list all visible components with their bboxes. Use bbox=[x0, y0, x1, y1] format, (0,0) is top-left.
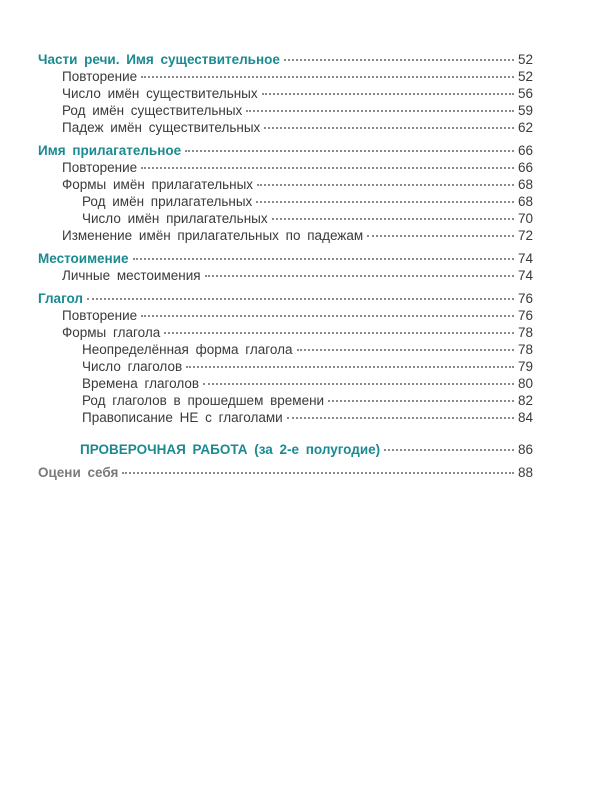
toc-entry-page: 84 bbox=[517, 410, 533, 425]
dot-leader bbox=[264, 127, 514, 129]
toc-entry[interactable]: Оцени себя 88 bbox=[38, 464, 533, 481]
toc-entry[interactable]: Род имён существительных 59 bbox=[38, 102, 533, 119]
dot-leader bbox=[141, 76, 514, 78]
toc-entry-page: 79 bbox=[517, 359, 533, 374]
dot-leader bbox=[283, 59, 514, 61]
toc-entry-title: Имя прилагательное bbox=[38, 143, 182, 158]
toc-entry-title: Род имён прилагательных bbox=[82, 194, 253, 209]
toc-entry-title: Неопределённая форма глагола bbox=[82, 342, 293, 357]
dot-leader bbox=[286, 417, 514, 419]
dot-leader bbox=[271, 218, 514, 220]
toc-entry-title: Число имён существительных bbox=[62, 86, 258, 101]
dot-leader bbox=[296, 349, 514, 351]
toc-entry[interactable]: Местоимение 74 bbox=[38, 250, 533, 267]
dot-leader bbox=[328, 400, 514, 402]
toc-entry-title: Род глаголов в прошедшем времени bbox=[82, 393, 325, 408]
toc-entry[interactable]: Повторение 52 bbox=[38, 68, 533, 85]
toc-entry-page: 70 bbox=[517, 211, 533, 226]
dot-leader bbox=[141, 167, 514, 169]
toc-entry[interactable]: Глагол 76 bbox=[38, 290, 533, 307]
toc-entry-page: 66 bbox=[517, 143, 533, 158]
toc-entry-title: Формы имён прилагательных bbox=[62, 177, 254, 192]
toc-entry-page: 62 bbox=[517, 120, 533, 135]
toc-entry-title: Повторение bbox=[62, 308, 138, 323]
toc-entry-page: 52 bbox=[517, 69, 533, 84]
toc-entry-page: 72 bbox=[517, 228, 533, 243]
dot-leader bbox=[186, 366, 514, 368]
toc-entry-title: Части речи. Имя существительное bbox=[38, 52, 280, 67]
dot-leader bbox=[141, 315, 514, 317]
toc-entry-page: 82 bbox=[517, 393, 533, 408]
toc-entry[interactable]: Падеж имён существительных 62 bbox=[38, 119, 533, 136]
toc-entry[interactable]: Личные местоимения 74 bbox=[38, 267, 533, 284]
toc-entry-page: 76 bbox=[517, 291, 533, 306]
toc-entry[interactable]: Повторение 76 bbox=[38, 307, 533, 324]
dot-leader bbox=[132, 258, 514, 260]
toc-entry-title: Местоимение bbox=[38, 251, 129, 266]
dot-leader bbox=[203, 383, 514, 385]
toc-entry-page: 56 bbox=[517, 86, 533, 101]
dot-leader bbox=[204, 275, 514, 277]
toc-entry-title: Падеж имён существительных bbox=[62, 120, 261, 135]
toc-entry-page: 78 bbox=[517, 342, 533, 357]
toc-entry[interactable]: Число имён прилагательных 70 bbox=[38, 210, 533, 227]
toc-entry-page: 52 bbox=[517, 52, 533, 67]
toc-entry[interactable]: ПРОВЕРОЧНАЯ РАБОТА (за 2-е полугодие) 86 bbox=[38, 441, 533, 458]
toc-entry-title: Оцени себя bbox=[38, 465, 119, 480]
toc-entry-page: 74 bbox=[517, 268, 533, 283]
toc-entry-title: ПРОВЕРОЧНАЯ РАБОТА (за 2-е полугодие) bbox=[80, 442, 381, 457]
toc-entry-page: 68 bbox=[517, 177, 533, 192]
toc-entry-title: Формы глагола bbox=[62, 325, 161, 340]
toc-entry[interactable]: Правописание НЕ с глаголами 84 bbox=[38, 409, 533, 426]
toc-entry[interactable]: Формы имён прилагательных 68 bbox=[38, 176, 533, 193]
toc-entry-page: 80 bbox=[517, 376, 533, 391]
toc-entry-title: Род имён существительных bbox=[62, 103, 243, 118]
dot-leader bbox=[122, 472, 514, 474]
toc-entry[interactable]: Части речи. Имя существительное 52 bbox=[38, 51, 533, 68]
toc-entry[interactable]: Имя прилагательное 66 bbox=[38, 142, 533, 159]
toc-entry-title: Глагол bbox=[38, 291, 83, 306]
dot-leader bbox=[185, 150, 514, 152]
toc-entry[interactable]: Неопределённая форма глагола 78 bbox=[38, 341, 533, 358]
toc-entry[interactable]: Число глаголов 79 bbox=[38, 358, 533, 375]
toc-entry[interactable]: Времена глаголов 80 bbox=[38, 375, 533, 392]
table-of-contents: Части речи. Имя существительное 52 Повторе… bbox=[38, 51, 533, 481]
toc-entry[interactable]: Изменение имён прилагательных по падежам… bbox=[38, 227, 533, 244]
toc-entry-title: Времена глаголов bbox=[82, 376, 200, 391]
toc-entry-title: Правописание НЕ с глаголами bbox=[82, 410, 283, 425]
toc-entry-page: 59 bbox=[517, 103, 533, 118]
toc-entry-page: 76 bbox=[517, 308, 533, 323]
toc-entry[interactable]: Род глаголов в прошедшем времени 82 bbox=[38, 392, 533, 409]
dot-leader bbox=[367, 235, 514, 237]
toc-entry-page: 66 bbox=[517, 160, 533, 175]
dot-leader bbox=[257, 184, 514, 186]
dot-leader bbox=[246, 110, 514, 112]
toc-entry-title: Личные местоимения bbox=[62, 268, 201, 283]
toc-entry-page: 86 bbox=[517, 442, 533, 457]
toc-entry-title: Число глаголов bbox=[82, 359, 183, 374]
toc-entry[interactable]: Род имён прилагательных 68 bbox=[38, 193, 533, 210]
toc-entry-title: Изменение имён прилагательных по падежам bbox=[62, 228, 364, 243]
toc-entry-title: Число имён прилагательных bbox=[82, 211, 268, 226]
toc-entry-page: 88 bbox=[517, 465, 533, 480]
dot-leader bbox=[164, 332, 514, 334]
dot-leader bbox=[87, 298, 514, 300]
dot-leader bbox=[261, 93, 514, 95]
toc-entry-page: 78 bbox=[517, 325, 533, 340]
toc-entry-page: 68 bbox=[517, 194, 533, 209]
toc-entry[interactable]: Повторение 66 bbox=[38, 159, 533, 176]
toc-entry-page: 74 bbox=[517, 251, 533, 266]
toc-entry-title: Повторение bbox=[62, 69, 138, 84]
dot-leader bbox=[256, 201, 514, 203]
toc-entry[interactable]: Число имён существительных 56 bbox=[38, 85, 533, 102]
dot-leader bbox=[384, 449, 514, 451]
toc-entry-title: Повторение bbox=[62, 160, 138, 175]
toc-entry[interactable]: Формы глагола 78 bbox=[38, 324, 533, 341]
